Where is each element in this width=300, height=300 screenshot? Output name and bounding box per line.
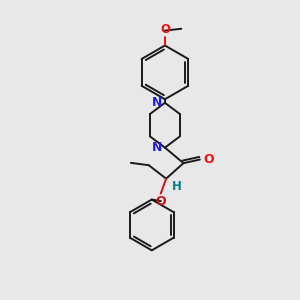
Text: O: O [160,22,170,36]
Text: N: N [152,96,163,109]
Text: O: O [155,195,166,208]
Text: N: N [152,141,163,154]
Text: O: O [204,153,214,166]
Text: H: H [172,180,182,193]
